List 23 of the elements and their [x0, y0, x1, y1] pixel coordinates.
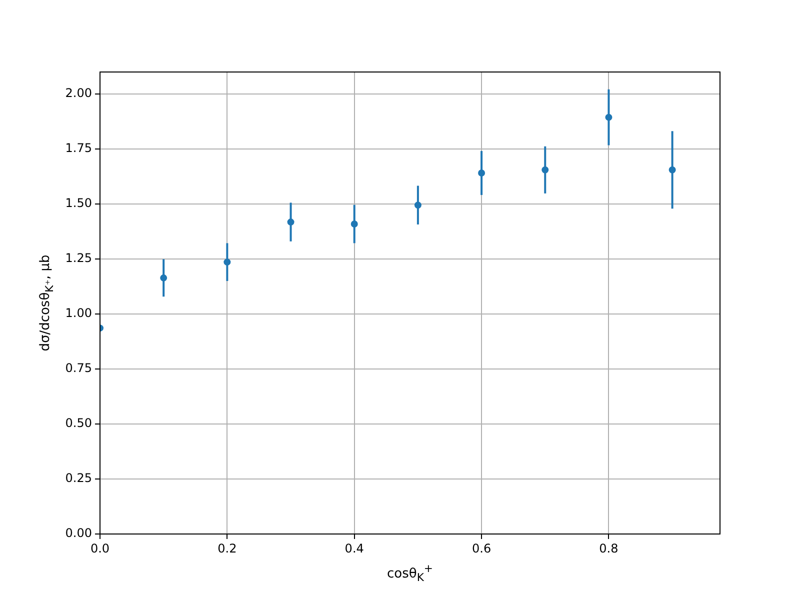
y-tick-label: 1.75 — [65, 141, 92, 156]
x-tick-label: 0.4 — [344, 541, 364, 556]
y-tick-label: 0.25 — [65, 471, 92, 486]
y-tick-label: 1.00 — [65, 306, 92, 320]
y-tick-label: 0.50 — [65, 416, 92, 430]
point — [605, 114, 612, 121]
x-tick-label: 0.6 — [472, 541, 492, 556]
y-tick-label: 0.75 — [65, 361, 92, 376]
y-tick-label: 1.50 — [65, 196, 92, 210]
point — [287, 218, 294, 226]
y-tick-label: 2.00 — [65, 86, 92, 100]
point — [224, 258, 231, 266]
point — [668, 166, 676, 174]
y-tick-label: 1.25 — [65, 251, 92, 266]
x-tick-label: 0.0 — [90, 541, 110, 556]
point — [542, 166, 549, 174]
y-tick-label: 0.00 — [65, 526, 92, 540]
x-tick-label: 0.2 — [218, 541, 237, 556]
point — [350, 220, 358, 228]
point — [160, 274, 168, 282]
point — [478, 169, 486, 176]
point — [414, 202, 422, 209]
x-tick-label: 0.8 — [599, 541, 618, 556]
